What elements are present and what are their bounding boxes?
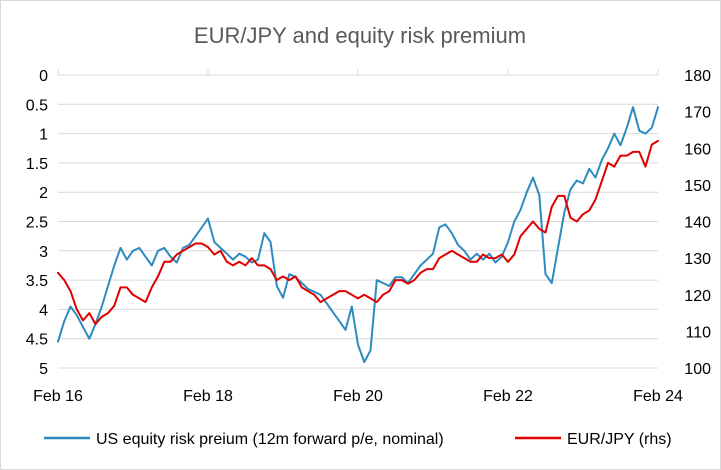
left-tick-label: 3	[39, 244, 48, 261]
series-lines	[57, 106, 659, 364]
x-tick-label: Feb 18	[183, 388, 233, 405]
left-tick-label: 0	[39, 68, 48, 85]
legend-erp-label: US equity risk preium (12m forward p/e, …	[96, 431, 444, 448]
x-tick-label: Feb 24	[633, 388, 683, 405]
right-tick-label: 110	[685, 324, 711, 341]
right-axis-ticks: 180 170 160 150 140 130 120 110 100	[684, 68, 711, 378]
eurjpy-series-line	[57, 139, 659, 326]
right-tick-label: 100	[684, 361, 711, 378]
x-tick-label: Feb 20	[333, 388, 383, 405]
legend-eurjpy-label: EUR/JPY (rhs)	[567, 431, 672, 448]
right-tick-label: 130	[684, 251, 711, 268]
right-tick-label: 120	[684, 288, 711, 305]
right-tick-label: 150	[684, 178, 711, 195]
left-tick-label: 5	[39, 361, 48, 378]
left-tick-label: 0.5	[26, 97, 48, 114]
left-tick-label: 1	[39, 127, 48, 144]
chart-title: EUR/JPY and equity risk premium	[194, 23, 526, 48]
x-tick-label: Feb 22	[483, 388, 533, 405]
right-tick-label: 170	[684, 105, 711, 122]
erp-series-line	[57, 106, 659, 364]
left-tick-label: 4	[39, 302, 48, 319]
x-tick-label: Feb 16	[33, 388, 83, 405]
left-axis-ticks: 0 0.5 1 1.5 2 2.5 3 3.5 4 4.5 5	[26, 68, 48, 378]
left-tick-label: 1.5	[26, 156, 48, 173]
legend: US equity risk preium (12m forward p/e, …	[44, 431, 672, 448]
left-tick-label: 4.5	[26, 332, 48, 349]
left-tick-label: 3.5	[26, 273, 48, 290]
x-axis-ticks: Feb 16 Feb 18 Feb 20 Feb 22 Feb 24	[33, 69, 683, 405]
right-tick-label: 180	[684, 68, 711, 85]
left-tick-label: 2.5	[26, 215, 48, 232]
right-tick-label: 140	[684, 215, 711, 232]
left-tick-label: 2	[39, 185, 48, 202]
right-tick-label: 160	[684, 141, 711, 158]
